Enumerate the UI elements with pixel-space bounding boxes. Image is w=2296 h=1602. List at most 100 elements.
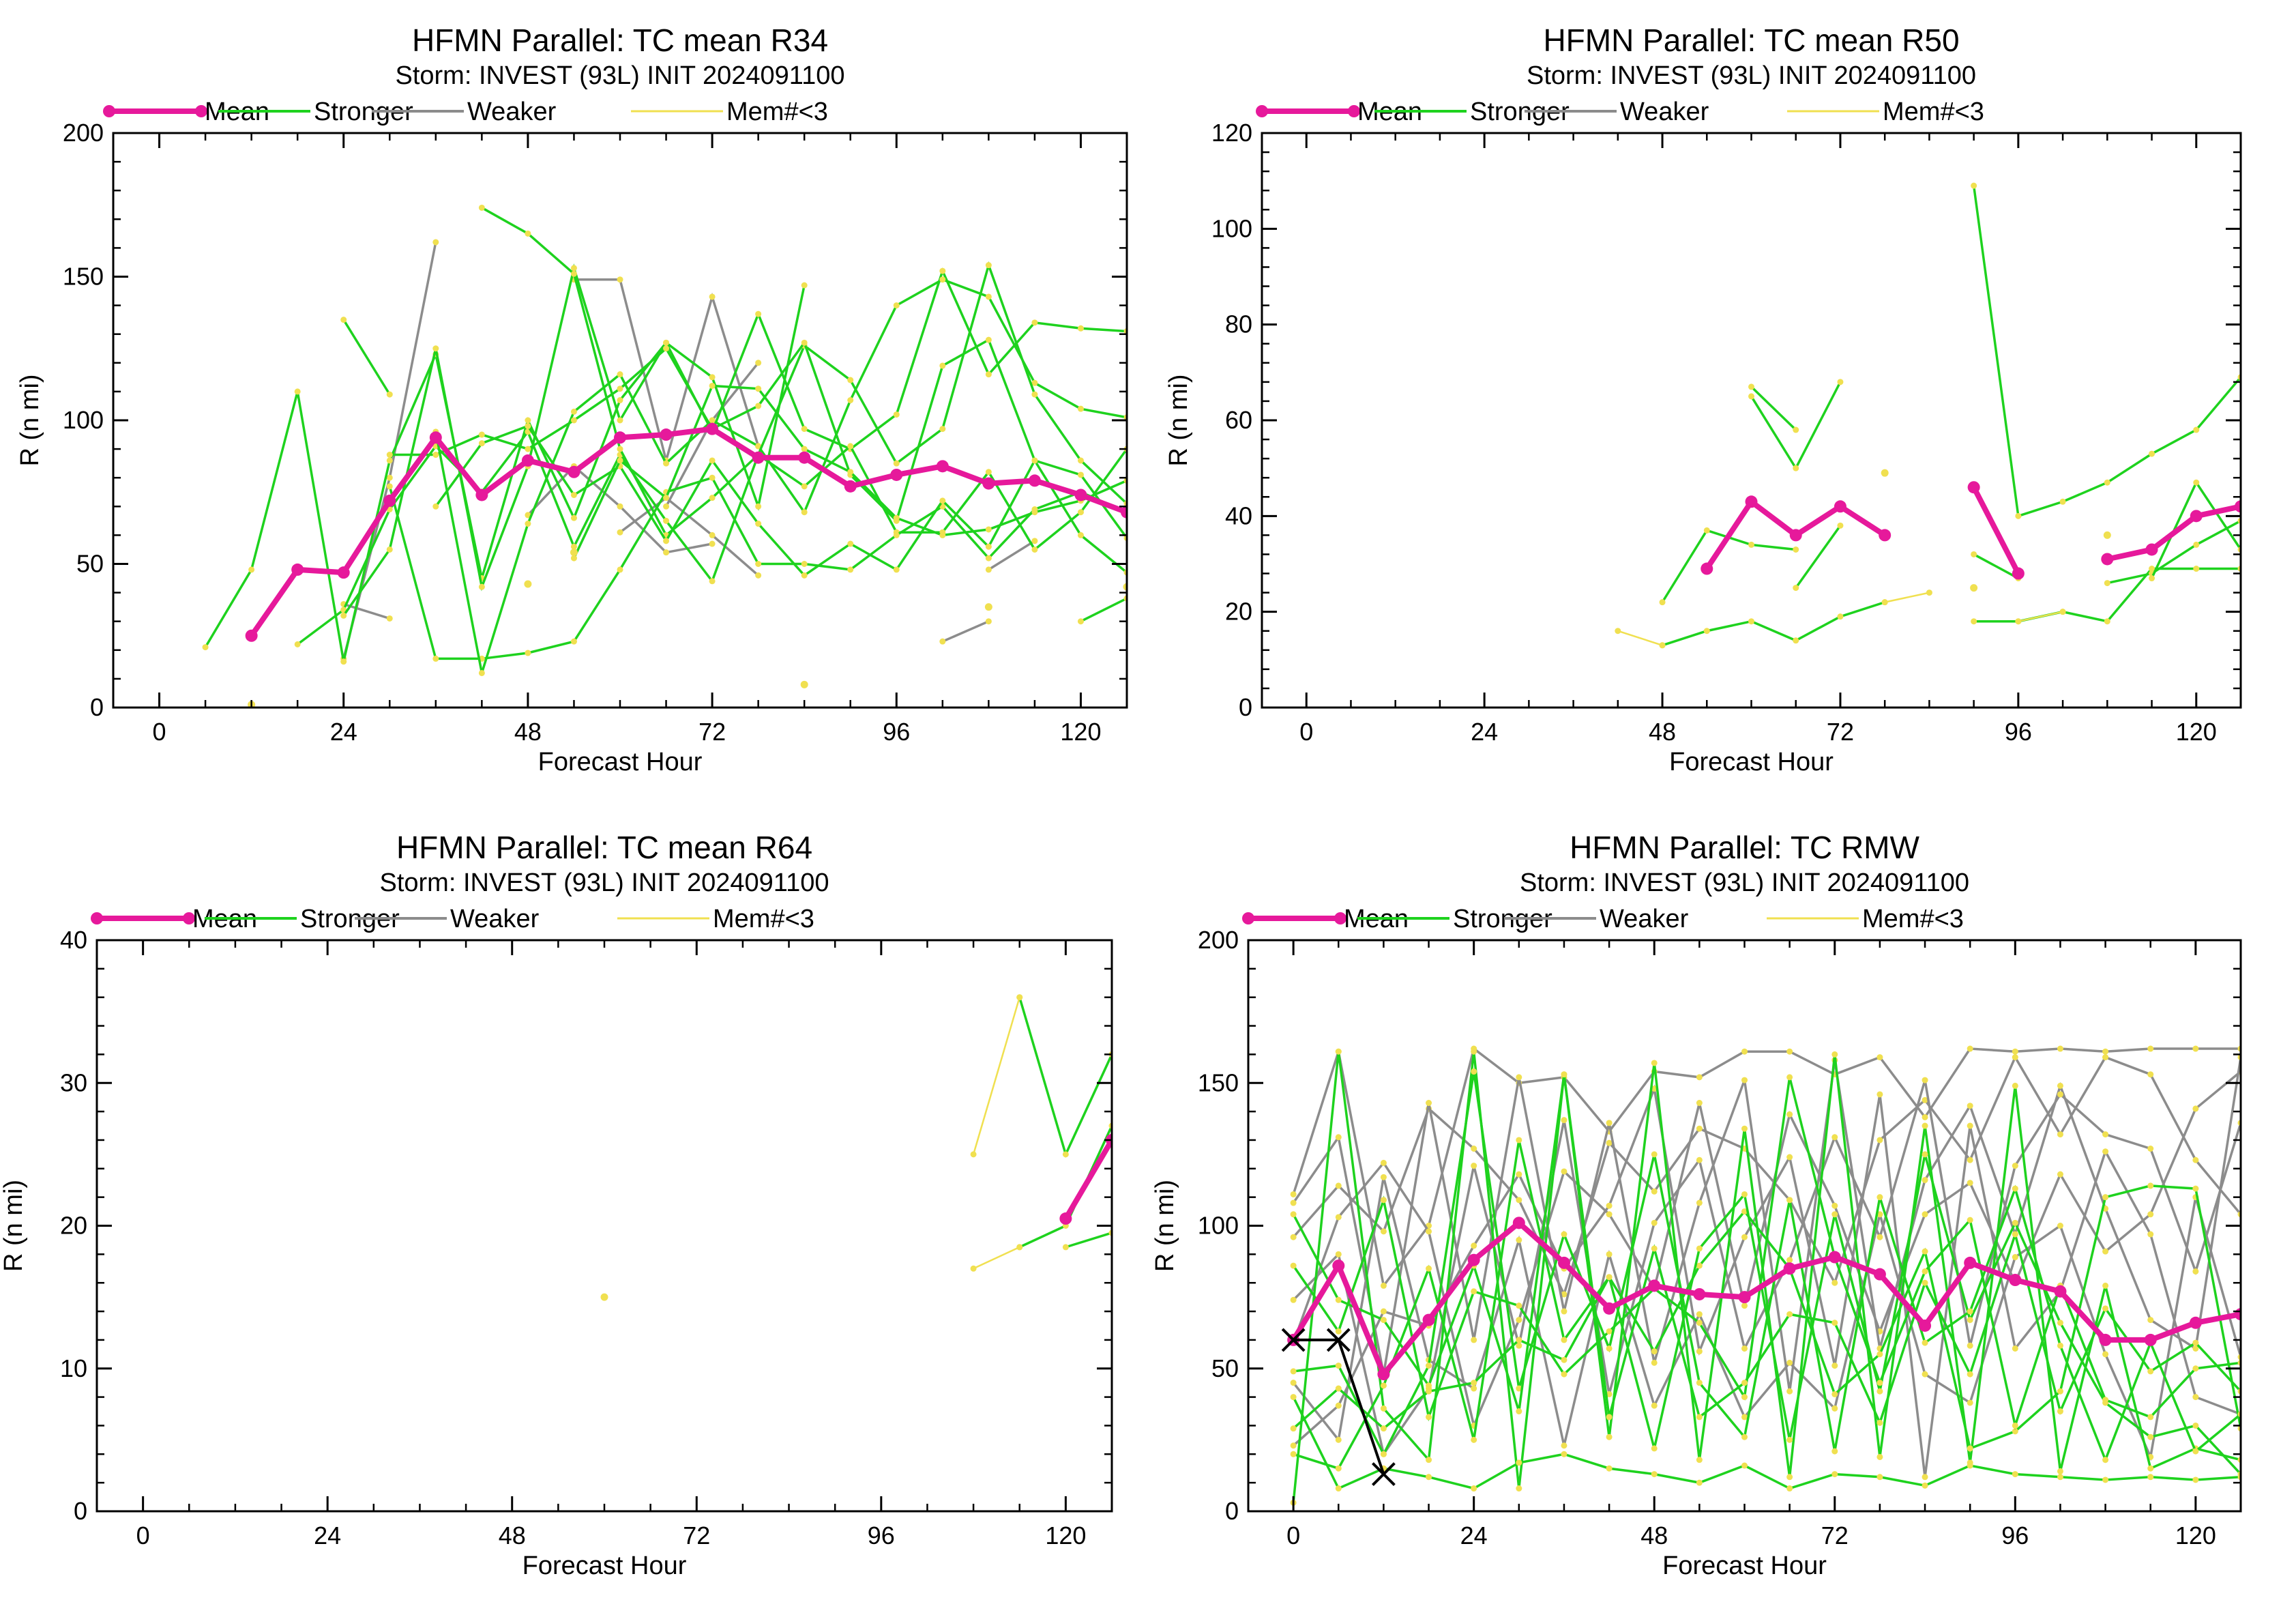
- member-point: [1335, 1328, 1342, 1335]
- member-point: [570, 270, 577, 277]
- y-tick-label: 150: [63, 263, 104, 291]
- member-point: [1426, 1382, 1432, 1389]
- member-point: [2147, 1211, 2154, 1218]
- chart-title: HFMN Parallel: TC RMW: [1570, 830, 1919, 865]
- x-tick-label: 0: [1299, 718, 1313, 746]
- mean-point: [1074, 489, 1087, 501]
- member-point: [2147, 1433, 2154, 1440]
- member-point: [1335, 1048, 1342, 1055]
- member-point: [939, 531, 946, 538]
- mean-point: [844, 480, 857, 493]
- member-point: [1881, 469, 1889, 477]
- mean-point: [1919, 1319, 1932, 1332]
- member-point: [1696, 1311, 1703, 1317]
- member-point: [801, 483, 808, 490]
- member-point: [755, 503, 762, 510]
- member-point: [2057, 1320, 2063, 1326]
- member-point: [432, 239, 439, 246]
- best-track-marker: [1326, 1328, 1351, 1352]
- member-point: [1741, 1191, 1748, 1197]
- member-point: [1471, 1436, 1477, 1443]
- member-point: [1922, 1096, 1928, 1103]
- member-point: [1876, 1351, 1883, 1358]
- mean-point: [337, 566, 350, 579]
- member-point: [525, 650, 531, 656]
- member-point: [2057, 1342, 2063, 1349]
- mean-point: [2190, 510, 2203, 523]
- member-point: [1290, 1211, 1297, 1218]
- member-point: [755, 360, 762, 366]
- legend-label: Mem#<3: [1883, 98, 1984, 126]
- member-point: [1876, 1419, 1883, 1426]
- member-point: [1077, 457, 1084, 464]
- member-point: [1970, 584, 1978, 592]
- member-point: [1741, 1302, 1748, 1309]
- member-point: [2192, 1339, 2199, 1346]
- series-stronger-line: [1292, 1074, 2241, 1427]
- legend-label: Weaker: [467, 98, 557, 126]
- member-point: [2012, 1163, 2018, 1169]
- series-stronger-line: [435, 278, 1127, 673]
- member-point: [617, 371, 623, 378]
- member-point: [340, 612, 347, 619]
- mean-point: [2099, 1333, 2112, 1346]
- member-point: [617, 276, 623, 283]
- legend-label: Mem#<3: [713, 905, 814, 933]
- member-point: [1031, 457, 1038, 464]
- series-stronger-line: [1080, 597, 1127, 623]
- member-point: [386, 391, 393, 398]
- member-point: [1837, 613, 1844, 620]
- legend-marker: [1242, 912, 1254, 924]
- member-point: [1696, 1414, 1703, 1421]
- member-point: [1696, 1457, 1703, 1463]
- member-point: [970, 1151, 977, 1158]
- mean-point: [1028, 474, 1041, 487]
- member-point: [1876, 1380, 1883, 1386]
- member-point: [478, 440, 485, 447]
- member-point: [2147, 1182, 2154, 1189]
- member-point: [800, 680, 808, 688]
- member-point: [1696, 1479, 1703, 1486]
- member-point: [1793, 465, 1799, 471]
- member-point: [1016, 994, 1023, 1001]
- y-tick-label: 0: [1239, 693, 1252, 721]
- series-stronger-line: [1292, 1396, 2241, 1490]
- member-point: [1831, 1448, 1838, 1455]
- member-point: [386, 457, 393, 464]
- member-point: [709, 417, 716, 424]
- member-point: [1971, 182, 1977, 189]
- member-point: [1922, 1268, 1928, 1275]
- member-point: [1561, 1337, 1568, 1343]
- member-point: [1380, 1317, 1387, 1324]
- member-point: [1967, 1462, 1973, 1469]
- member-point: [847, 377, 854, 383]
- mean-point: [568, 465, 580, 478]
- member-point: [600, 1293, 608, 1301]
- member-point: [340, 658, 347, 665]
- member-point: [801, 339, 808, 346]
- member-point: [478, 431, 485, 438]
- member-point: [1516, 1317, 1522, 1324]
- member-point: [939, 497, 946, 504]
- mean-point: [1738, 1291, 1751, 1304]
- member-point: [2057, 1388, 2063, 1395]
- member-point: [2012, 1185, 2018, 1192]
- member-point: [2012, 1048, 2018, 1055]
- mean-point: [429, 431, 442, 444]
- member-point: [1741, 1234, 1748, 1240]
- member-point: [1077, 509, 1084, 516]
- member-point: [432, 655, 439, 662]
- member-point: [1696, 1245, 1703, 1252]
- y-tick-label: 0: [1225, 1497, 1239, 1525]
- y-tick-label: 0: [74, 1497, 87, 1525]
- member-point: [1922, 1113, 1928, 1120]
- member-point: [386, 615, 393, 622]
- mean-point: [1557, 1256, 1570, 1269]
- member-point: [1967, 1180, 1973, 1186]
- mean-point: [1332, 1259, 1345, 1272]
- series-stronger-line: [1292, 1077, 2241, 1431]
- x-axis-label: Forecast Hour: [1669, 748, 1834, 776]
- y-tick-label: 100: [63, 406, 104, 434]
- member-point: [1876, 1453, 1883, 1460]
